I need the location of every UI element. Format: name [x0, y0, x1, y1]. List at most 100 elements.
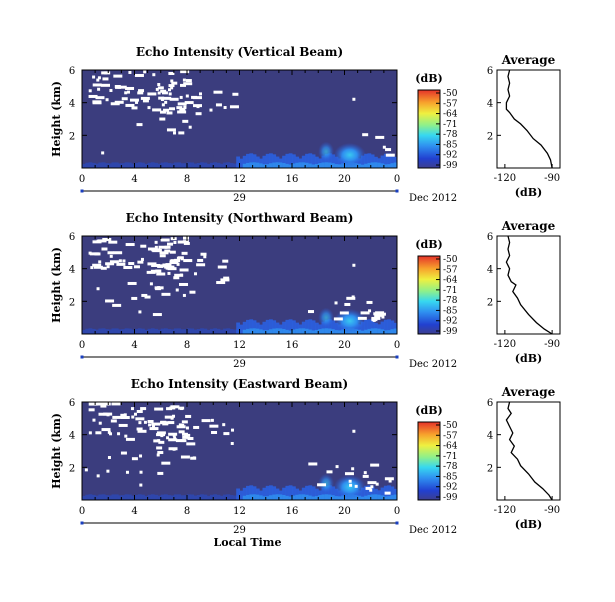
- no-data-cell: [170, 405, 180, 409]
- x-tick-label: 4: [131, 506, 137, 517]
- profile-title: Average: [501, 219, 556, 233]
- echo-cell: [239, 158, 244, 168]
- echo-cell: [295, 162, 300, 168]
- profile-frame: [496, 69, 561, 169]
- no-data-cell: [125, 243, 135, 247]
- echo-cell: [206, 329, 211, 334]
- echo-cell: [383, 153, 388, 168]
- no-data-cell: [385, 148, 392, 152]
- echo-cell: [236, 488, 240, 500]
- no-data-cell: [163, 108, 170, 112]
- echo-cell: [383, 496, 388, 500]
- no-data-cell: [159, 254, 166, 258]
- echo-cell: [246, 328, 250, 334]
- echo-cell: [190, 162, 195, 168]
- echo-cell: [334, 488, 339, 500]
- no-data-cell: [131, 415, 135, 419]
- no-data-cell: [179, 107, 186, 111]
- no-data-cell: [180, 83, 187, 87]
- no-data-cell: [97, 239, 107, 243]
- no-data-cell: [371, 318, 378, 322]
- profile-title: Average: [501, 53, 556, 67]
- profile-y-tick-label: 4: [487, 265, 493, 276]
- no-data-cell: [180, 70, 190, 74]
- echo-cell: [121, 163, 126, 168]
- echo-cell: [193, 495, 198, 500]
- no-data-cell: [173, 241, 177, 245]
- no-data-cell: [181, 251, 188, 255]
- echo-cell: [180, 495, 185, 500]
- x-tick-label: 8: [184, 506, 190, 517]
- echo-cell: [334, 164, 339, 168]
- echo-cell: [269, 163, 273, 168]
- date-label: Dec 2012: [409, 193, 457, 204]
- echo-cell: [114, 328, 119, 334]
- colorbar-tick-label: -78: [443, 296, 458, 306]
- echo-cell: [265, 153, 270, 168]
- echo-cell: [380, 163, 385, 168]
- echo-cell: [141, 494, 145, 500]
- no-data-cell: [333, 317, 343, 321]
- colorbar-tick-label: -57: [443, 431, 458, 441]
- echo-cell: [269, 485, 273, 500]
- echo-cell: [383, 164, 388, 168]
- echo-cell: [98, 494, 103, 500]
- no-data-cell: [159, 251, 169, 255]
- echo-cell: [252, 320, 257, 334]
- no-data-cell: [101, 83, 111, 87]
- y-tick-label: 4: [69, 265, 75, 276]
- no-data-cell: [131, 106, 138, 110]
- echo-cell: [157, 329, 162, 334]
- echo-cell: [141, 328, 145, 334]
- colorbar-tick-label: -99: [443, 327, 458, 337]
- echo-cell: [127, 162, 132, 168]
- no-data-cell: [166, 128, 176, 132]
- echo-cell: [393, 322, 398, 334]
- echo-cell: [98, 328, 103, 334]
- no-data-cell: [186, 442, 196, 446]
- no-data-cell: [158, 248, 162, 252]
- echo-cell: [324, 494, 329, 500]
- no-data-cell: [140, 257, 144, 261]
- echo-cell: [236, 156, 240, 168]
- echo-cell: [164, 494, 168, 500]
- no-data-cell: [138, 310, 142, 314]
- no-data-cell: [164, 415, 174, 419]
- echo-feature: [333, 308, 366, 333]
- echo-cell: [278, 328, 283, 334]
- no-data-cell: [165, 266, 169, 270]
- colorbar-tick-label: -64: [443, 276, 458, 286]
- no-data-cell: [187, 436, 194, 440]
- no-data-cell: [117, 85, 127, 89]
- no-data-cell: [137, 260, 144, 264]
- no-data-cell: [151, 263, 161, 267]
- echo-cell: [95, 329, 99, 334]
- no-data-cell: [177, 240, 187, 244]
- echo-cell: [104, 163, 109, 168]
- echo-cell: [380, 329, 385, 334]
- echo-cell: [292, 495, 296, 500]
- no-data-cell: [183, 259, 193, 263]
- echo-cell: [200, 162, 204, 168]
- echo-cell: [111, 328, 116, 334]
- x-axis-title: Local Time: [214, 536, 282, 549]
- echo-cell: [321, 321, 326, 334]
- no-data-cell: [152, 249, 162, 253]
- no-data-cell: [84, 468, 88, 472]
- echo-cell: [324, 328, 329, 334]
- echo-cell: [144, 163, 149, 168]
- echo-cell: [255, 494, 260, 500]
- echo-cell: [370, 154, 375, 168]
- echo-cell: [265, 164, 270, 168]
- no-data-cell: [95, 431, 102, 435]
- no-data-cell: [385, 153, 395, 157]
- no-data-cell: [339, 311, 349, 315]
- echo-cell: [364, 329, 368, 334]
- profile-frame: [496, 401, 561, 501]
- x-tick-label: 16: [286, 340, 299, 351]
- echo-cell: [114, 162, 119, 168]
- echo-cell: [187, 162, 191, 168]
- colorbar: [417, 421, 441, 501]
- echo-cell: [209, 328, 214, 334]
- x-tick-label: 8: [184, 174, 190, 185]
